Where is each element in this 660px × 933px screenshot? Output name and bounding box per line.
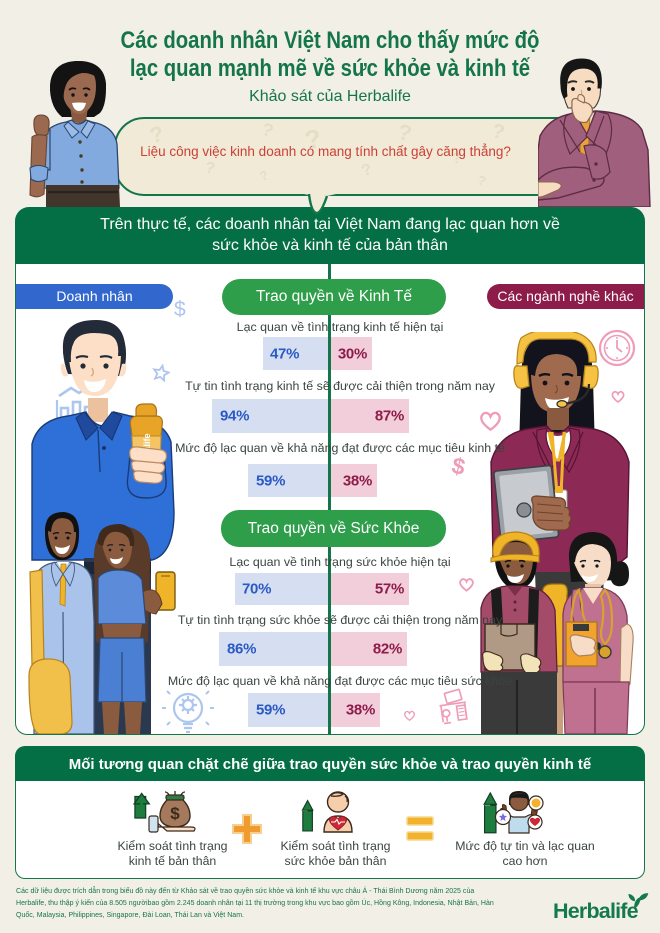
svg-text:$: $ xyxy=(170,804,180,823)
